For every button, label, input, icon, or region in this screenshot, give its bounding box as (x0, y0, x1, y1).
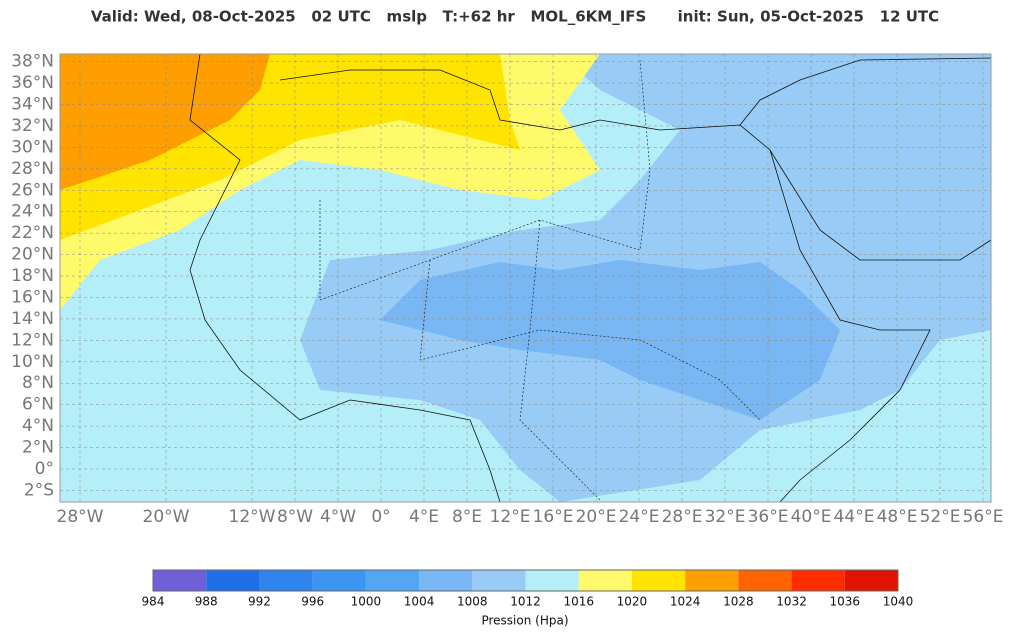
colorbar-frame (152, 569, 899, 592)
colorbar-swatch (791, 570, 845, 591)
title: Valid: Wed, 08-Oct-2025 02 UTC mslp T:+6… (91, 8, 939, 26)
lat-label: 4°N (22, 416, 54, 436)
lat-label: 36°N (11, 73, 54, 93)
colorbar-swatch (525, 570, 579, 591)
colorbar-tick-label: 1040 (883, 595, 914, 609)
lat-label: 16°N (11, 287, 54, 307)
colorbar-tick-label: 1020 (617, 595, 648, 609)
lon-label: 0° (371, 507, 390, 527)
map-frame (59, 53, 992, 503)
colorbar-tick-label: 1012 (510, 595, 541, 609)
colorbar-swatch (312, 570, 366, 591)
lat-label: 20°N (11, 245, 54, 265)
lat-label: 2°S (24, 480, 54, 500)
colorbar-swatch (738, 570, 792, 591)
lat-label: 34°N (11, 95, 54, 115)
colorbar: 984 988 992 996 1000 1004 1008 1012 1016 1020 1024… (142, 569, 914, 609)
colorbar-tick-label: 1032 (776, 595, 807, 609)
colorbar-swatch (631, 570, 686, 591)
lat-label: 10°N (11, 352, 54, 372)
lon-label: 48°E (877, 507, 918, 527)
lon-label: 4°W (320, 507, 356, 527)
colorbar-tick-label: 992 (248, 595, 271, 609)
lon-label: 20°E (576, 507, 617, 527)
lon-label: 52°E (920, 507, 961, 527)
colorbar-tick-label: 1024 (670, 595, 701, 609)
lat-label: 18°N (11, 266, 54, 286)
lat-label: 38°N (11, 52, 54, 72)
colorbar-tick-label: 984 (142, 595, 165, 609)
lat-label: 2°N (22, 438, 54, 458)
map-field (60, 54, 991, 502)
colorbar-swatch (206, 570, 260, 591)
coastlines (189, 53, 992, 503)
lon-label: 56°E (963, 507, 1004, 527)
colorbar-tick-label: 1028 (723, 595, 754, 609)
lon-label: 28°W (57, 507, 104, 527)
colorbar-tick-label: 1036 (830, 595, 861, 609)
lat-label: 8°N (22, 373, 54, 393)
colorbar-swatch (419, 570, 473, 591)
colorbar-swatch (365, 570, 420, 591)
lon-label: 24°E (619, 507, 660, 527)
lon-label: 16°E (533, 507, 574, 527)
graticule (60, 54, 991, 502)
colorbar-swatch (844, 570, 898, 591)
colorbar-tick-label: 1004 (404, 595, 435, 609)
lat-label: 32°N (11, 116, 54, 136)
colorbar-swatch (685, 570, 739, 591)
lon-label: 44°E (834, 507, 875, 527)
lon-label: 4°E (409, 507, 439, 527)
lat-label: 26°N (11, 180, 54, 200)
lon-label: 12°W (229, 507, 276, 527)
colorbar-tick-label: 996 (301, 595, 324, 609)
colorbar-swatch (259, 570, 313, 591)
lon-label: 12°E (490, 507, 531, 527)
lat-label: 30°N (11, 137, 54, 157)
lon-label: 20°W (143, 507, 190, 527)
lon-label: 8°E (452, 507, 482, 527)
lon-label: 32°E (705, 507, 746, 527)
lat-label: 28°N (11, 159, 54, 179)
lon-label: 28°E (662, 507, 703, 527)
colorbar-swatch (472, 570, 526, 591)
lon-label: 8°W (277, 507, 313, 527)
colorbar-swatch (153, 570, 207, 591)
lat-label: 14°N (11, 309, 54, 329)
lon-label: 36°E (748, 507, 789, 527)
colorbar-tick-label: 1008 (457, 595, 488, 609)
colorbar-tick-label: 1000 (351, 595, 382, 609)
colorbar-label: Pression (Hpa) (481, 614, 568, 628)
borders (319, 59, 761, 501)
lat-label: 24°N (11, 202, 54, 222)
lat-label: 0° (35, 459, 54, 479)
lat-label: 12°N (11, 330, 54, 350)
lon-label: 40°E (791, 507, 832, 527)
colorbar-tick-label: 988 (195, 595, 218, 609)
colorbar-swatch (578, 570, 632, 591)
colorbar-tick-label: 1016 (563, 595, 594, 609)
lat-label: 6°N (22, 395, 54, 415)
lat-label: 22°N (11, 223, 54, 243)
